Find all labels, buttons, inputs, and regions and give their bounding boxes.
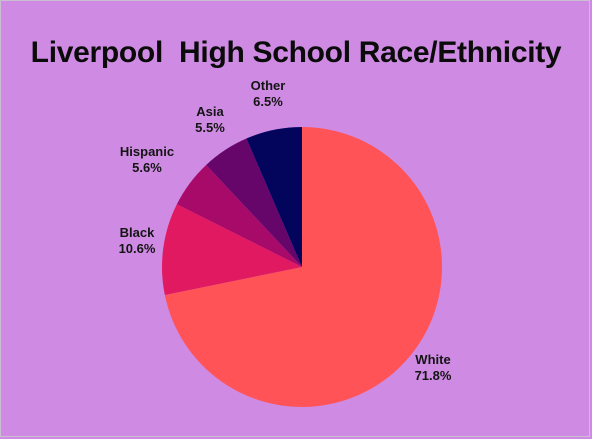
slice-value-black: 10.6%: [119, 241, 156, 256]
chart-title: Liverpool High School Race/Ethnicity: [30, 36, 562, 69]
pie-slice-asia: [206, 138, 302, 267]
slice-value-hispanic: 5.6%: [132, 160, 162, 175]
slice-value-white: 71.8%: [415, 368, 452, 383]
slice-value-other: 6.5%: [253, 94, 283, 109]
slice-label-asia: Asia: [196, 104, 224, 119]
slice-label-other: Other: [251, 78, 286, 93]
pie-slice-white: [164, 127, 442, 408]
pie-slice-hispanic: [176, 164, 302, 267]
slice-label-white: White: [415, 352, 450, 367]
slice-label-black: Black: [120, 225, 155, 240]
pie-slice-other: [246, 127, 302, 267]
pie-slice-black: [161, 204, 302, 295]
slice-value-asia: 5.5%: [195, 120, 225, 135]
slice-label-hispanic: Hispanic: [120, 144, 174, 159]
